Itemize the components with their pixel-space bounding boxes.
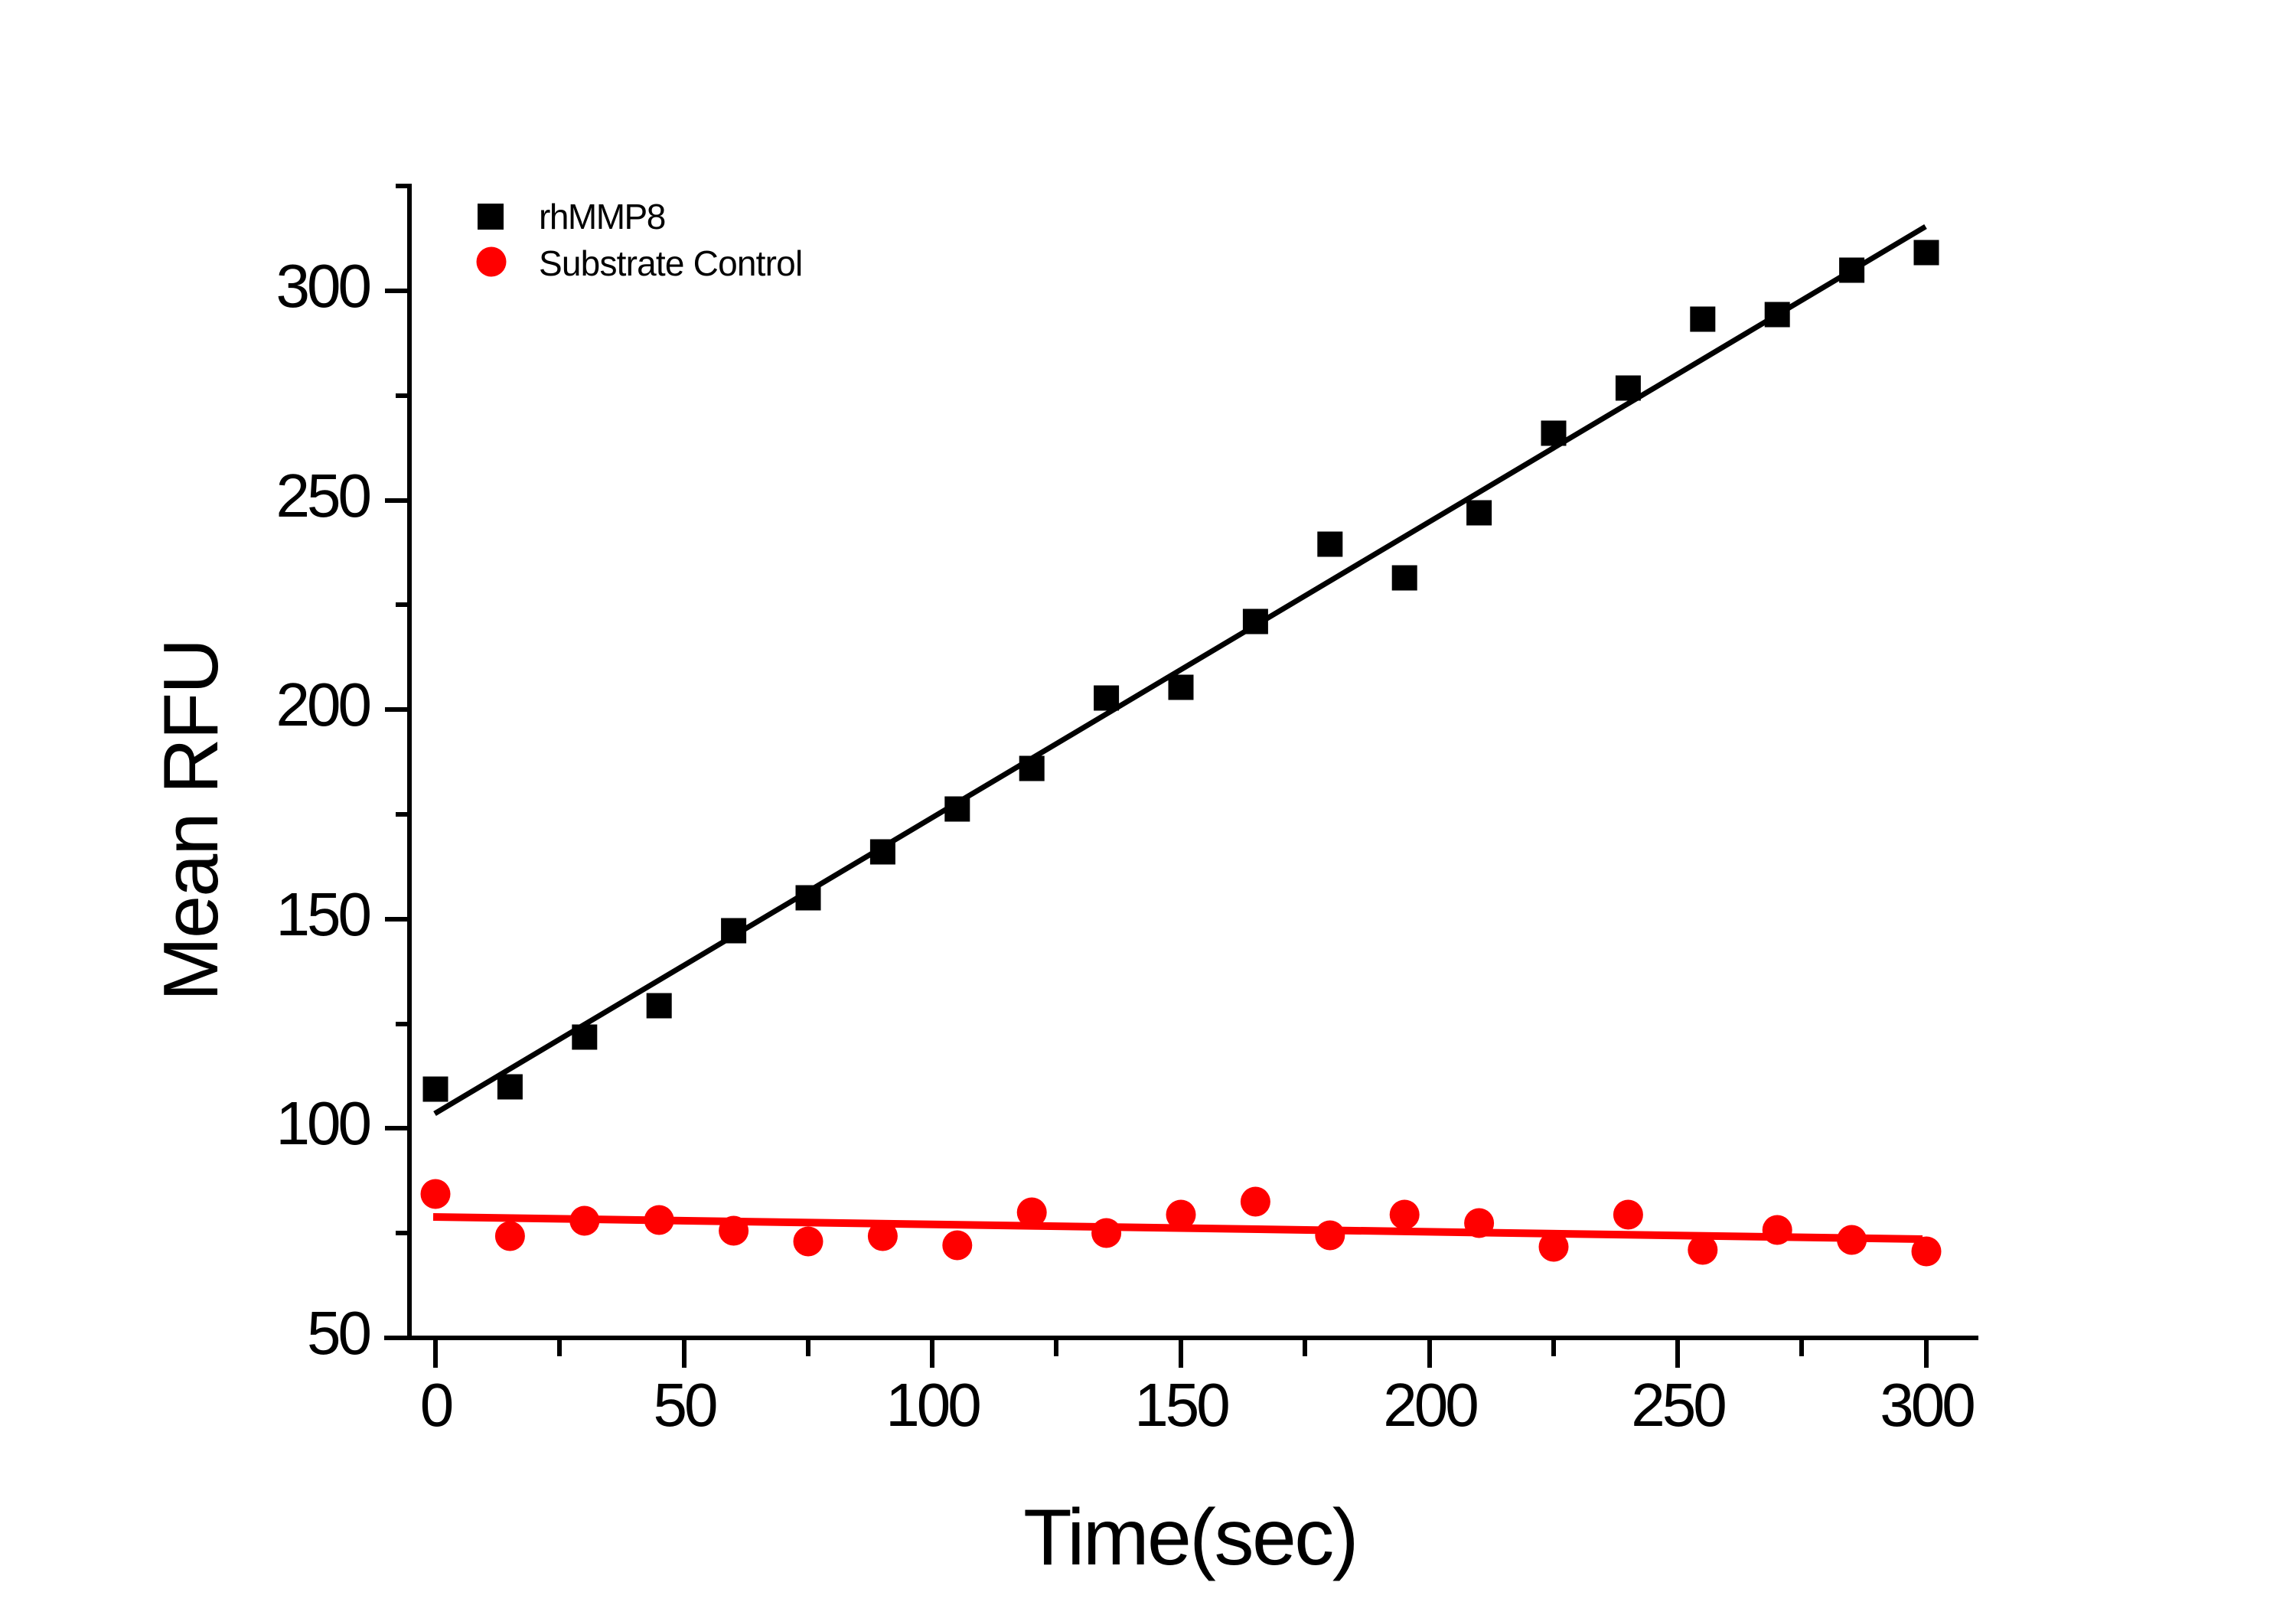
svg-text:200: 200 — [276, 670, 370, 739]
svg-text:200: 200 — [1383, 1371, 1477, 1439]
svg-text:Substrate Control: Substrate Control — [539, 243, 802, 283]
svg-text:150: 150 — [276, 880, 370, 948]
svg-text:Mean RFU: Mean RFU — [148, 640, 234, 1001]
svg-text:300: 300 — [276, 252, 370, 320]
svg-text:rhMMP8: rhMMP8 — [539, 197, 665, 237]
svg-text:Time(sec): Time(sec) — [1023, 1493, 1357, 1582]
svg-text:0: 0 — [420, 1371, 452, 1439]
svg-text:50: 50 — [307, 1299, 370, 1367]
svg-text:100: 100 — [276, 1089, 370, 1157]
svg-text:300: 300 — [1880, 1371, 1974, 1439]
svg-text:100: 100 — [885, 1371, 980, 1439]
svg-text:50: 50 — [654, 1371, 716, 1439]
svg-text:250: 250 — [1631, 1371, 1725, 1439]
svg-text:150: 150 — [1134, 1371, 1228, 1439]
svg-text:250: 250 — [276, 462, 370, 530]
